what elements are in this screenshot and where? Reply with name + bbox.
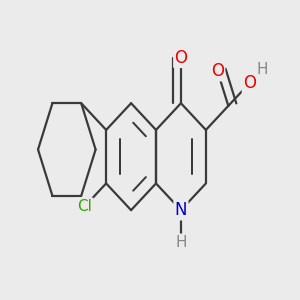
Text: H: H (256, 62, 268, 77)
Text: O: O (243, 74, 256, 92)
Text: N: N (175, 201, 187, 219)
Text: O: O (174, 49, 188, 67)
Text: O: O (211, 62, 224, 80)
Text: Cl: Cl (77, 199, 92, 214)
Text: H: H (175, 235, 187, 250)
